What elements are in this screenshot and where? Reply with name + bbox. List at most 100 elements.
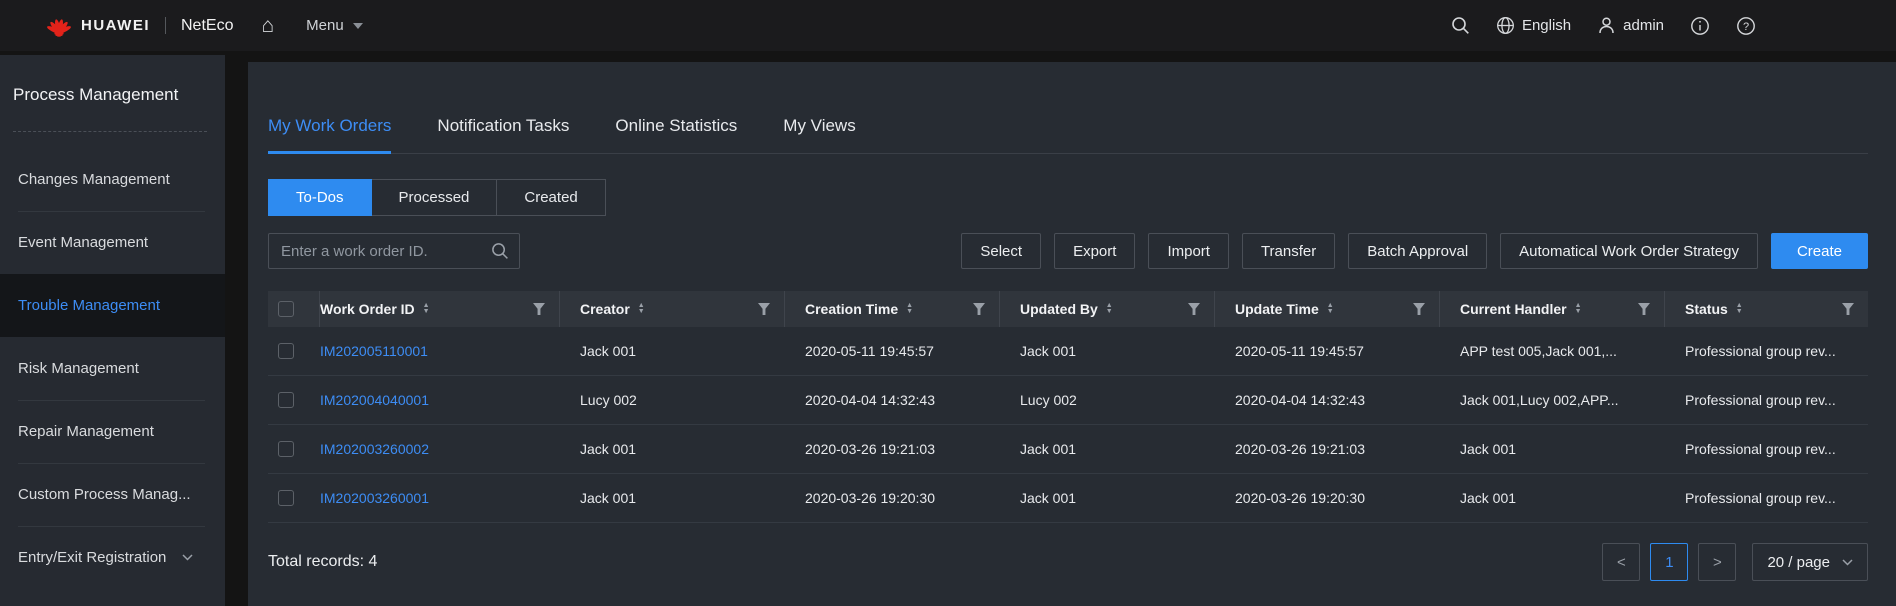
page-number-button[interactable]: 1 (1650, 543, 1689, 581)
subtab-created[interactable]: Created (497, 179, 606, 216)
chevron-down-icon (1842, 558, 1853, 566)
table-row: IM202003260002 Jack 001 2020-03-26 19:21… (268, 425, 1868, 474)
help-icon: ? (1737, 16, 1755, 35)
updated-by-cell: Jack 001 (1020, 343, 1077, 359)
tab-my-views[interactable]: My Views (783, 116, 856, 135)
sidebar-item-entry-exit-registration[interactable]: Entry/Exit Registration (0, 526, 225, 589)
sidebar: Process Management Changes Management Ev… (0, 55, 225, 606)
row-checkbox[interactable] (278, 392, 294, 408)
header-work-order-id: Work Order ID ▲ ▼ (320, 291, 560, 327)
updated-by-cell: Jack 001 (1020, 441, 1077, 457)
sidebar-item-changes-management[interactable]: Changes Management (0, 148, 225, 211)
sort-icon[interactable]: ▲ ▼ (422, 301, 430, 315)
column-label: Updated By (1020, 301, 1098, 317)
table-header-row: Work Order ID ▲ ▼ Creator ▲ ▼ Creation Tim… (268, 291, 1868, 327)
work-order-id-link[interactable]: IM202004040001 (320, 392, 429, 408)
creation-time-cell: 2020-03-26 19:20:30 (805, 490, 935, 506)
creation-time-cell: 2020-05-11 19:45:57 (805, 343, 934, 359)
sort-icon[interactable]: ▲ ▼ (637, 301, 645, 315)
globe-icon (1496, 17, 1514, 34)
huawei-brand: HUAWEI (45, 15, 150, 37)
filter-icon[interactable] (1188, 303, 1200, 315)
language-label: English (1521, 17, 1572, 34)
sidebar-item-event-management[interactable]: Event Management (0, 211, 225, 274)
transfer-button[interactable]: Transfer (1241, 233, 1336, 269)
info-button[interactable] (1690, 16, 1710, 36)
sidebar-item-label: Risk Management (18, 360, 139, 377)
work-order-id-link[interactable]: IM202005110001 (320, 343, 428, 359)
search-input[interactable] (268, 233, 520, 269)
select-button[interactable]: Select (961, 233, 1042, 269)
automatical-work-order-strategy-button[interactable]: Automatical Work Order Strategy (1500, 233, 1758, 269)
update-time-cell: 2020-03-26 19:21:03 (1235, 441, 1365, 457)
table-row: IM202005110001 Jack 001 2020-05-11 19:45… (268, 327, 1868, 376)
row-checkbox[interactable] (278, 490, 294, 506)
current-handler-cell: APP test 005,Jack 001,... (1460, 343, 1617, 359)
tab-my-work-orders[interactable]: My Work Orders (268, 116, 392, 154)
sort-icon[interactable]: ▲ ▼ (1326, 301, 1334, 315)
filter-icon[interactable] (533, 303, 545, 315)
batch-approval-button[interactable]: Batch Approval (1348, 233, 1488, 269)
filter-icon[interactable] (1842, 303, 1854, 315)
sort-icon[interactable]: ▲ ▼ (1574, 301, 1582, 315)
home-icon[interactable]: ⌂ (261, 13, 275, 37)
prev-page-button[interactable]: < (1602, 543, 1641, 581)
huawei-logo-icon (47, 18, 71, 37)
action-buttons: Select Export Import Transfer Batch Appr… (961, 233, 1868, 269)
work-order-id-link[interactable]: IM202003260002 (320, 441, 429, 457)
sort-icon[interactable]: ▲ ▼ (1735, 301, 1743, 315)
menu-button[interactable]: Menu (306, 17, 363, 34)
sort-icon[interactable]: ▲ ▼ (906, 301, 914, 315)
current-handler-cell: Jack 001 (1460, 441, 1517, 457)
controls-row: Select Export Import Transfer Batch Appr… (268, 233, 1868, 269)
column-label: Status (1685, 301, 1728, 317)
creator-cell: Lucy 002 (580, 392, 637, 408)
create-button[interactable]: Create (1770, 233, 1868, 269)
row-checkbox-cell (268, 474, 320, 522)
sidebar-item-label: Trouble Management (18, 297, 161, 314)
user-menu[interactable]: admin (1597, 16, 1664, 35)
select-all-checkbox[interactable] (278, 301, 294, 317)
filter-icon[interactable] (758, 303, 770, 315)
subtab-to-dos[interactable]: To-Dos (268, 179, 372, 216)
sort-icon[interactable]: ▲ ▼ (1105, 301, 1113, 315)
sidebar-nav: Changes Management Event Management Trou… (0, 132, 225, 589)
column-label: Current Handler (1460, 301, 1567, 317)
user-icon (1599, 17, 1614, 34)
sidebar-item-repair-management[interactable]: Repair Management (0, 400, 225, 463)
row-checkbox[interactable] (278, 441, 294, 457)
tab-online-statistics[interactable]: Online Statistics (615, 116, 738, 135)
help-button[interactable]: ? (1736, 16, 1756, 36)
creator-cell: Jack 001 (580, 441, 637, 457)
export-button[interactable]: Export (1054, 233, 1136, 269)
page-size-select[interactable]: 20 / page (1752, 543, 1868, 581)
search-icon[interactable] (491, 242, 509, 260)
language-switcher[interactable]: English (1496, 16, 1571, 35)
search-button[interactable] (1451, 16, 1470, 35)
filter-icon[interactable] (973, 303, 985, 315)
info-icon (1691, 16, 1709, 35)
header-update-time: Update Time ▲ ▼ (1215, 291, 1440, 327)
sidebar-item-trouble-management[interactable]: Trouble Management (0, 274, 225, 337)
creator-cell: Jack 001 (580, 343, 637, 359)
subtab-processed[interactable]: Processed (371, 179, 498, 216)
tab-notification-tasks[interactable]: Notification Tasks (437, 116, 570, 135)
creation-time-cell: 2020-04-04 14:32:43 (805, 392, 935, 408)
import-button[interactable]: Import (1148, 233, 1229, 269)
work-order-id-link[interactable]: IM202003260001 (320, 490, 429, 506)
next-page-button[interactable]: > (1698, 543, 1737, 581)
pagination: < 1 > 20 / page (1602, 543, 1868, 581)
table-footer: Total records: 4 < 1 > 20 / page (268, 543, 1868, 581)
sidebar-item-risk-management[interactable]: Risk Management (0, 337, 225, 400)
sidebar-item-custom-process-management[interactable]: Custom Process Manag... (0, 463, 225, 526)
status-cell: Professional group rev... (1685, 441, 1836, 457)
header-current-handler: Current Handler ▲ ▼ (1440, 291, 1665, 327)
row-checkbox[interactable] (278, 343, 294, 359)
filter-icon[interactable] (1638, 303, 1650, 315)
search-icon (1452, 17, 1469, 34)
table-row: IM202004040001 Lucy 002 2020-04-04 14:32… (268, 376, 1868, 425)
filter-icon[interactable] (1413, 303, 1425, 315)
update-time-cell: 2020-04-04 14:32:43 (1235, 392, 1365, 408)
update-time-cell: 2020-03-26 19:20:30 (1235, 490, 1365, 506)
column-label: Creator (580, 301, 630, 317)
